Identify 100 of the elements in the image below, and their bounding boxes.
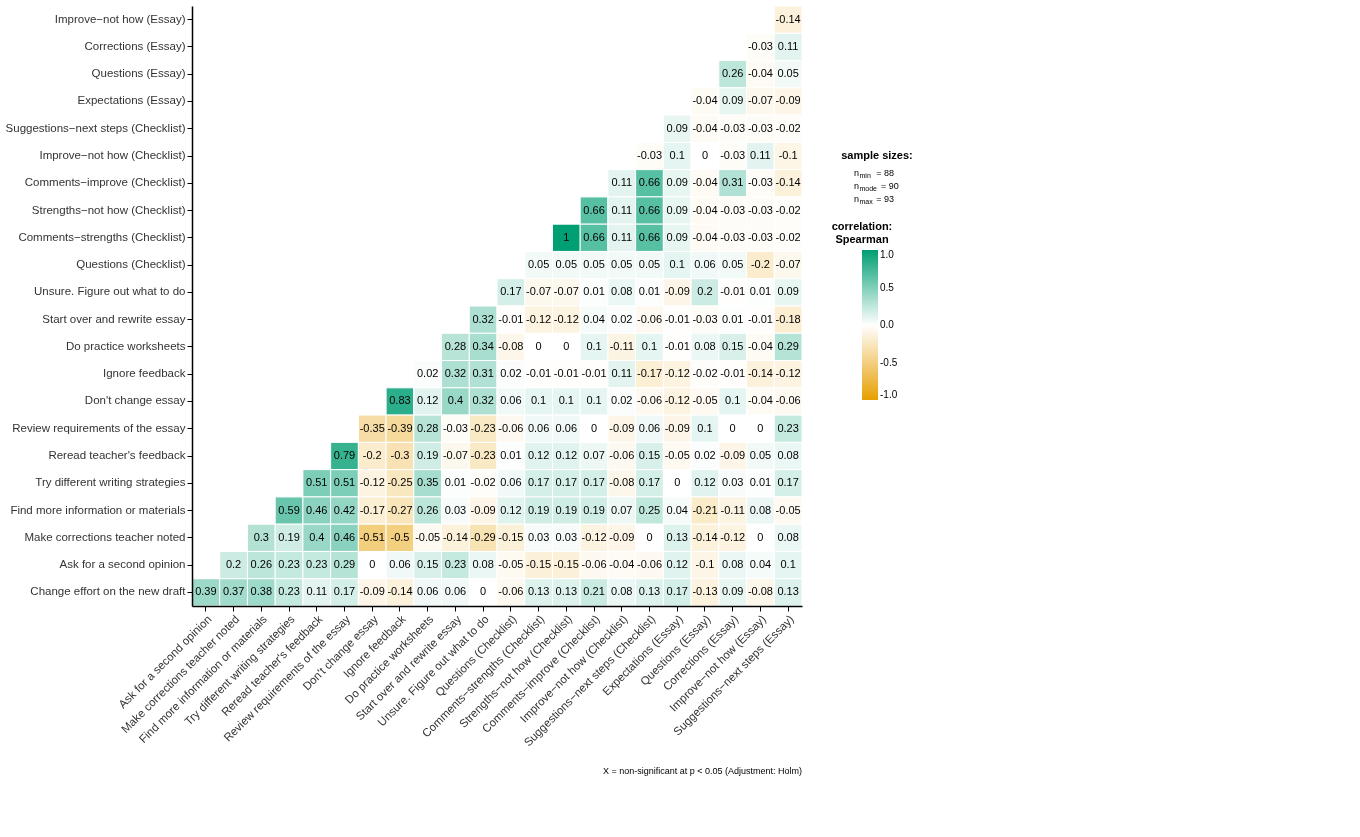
data-label: 0.12 xyxy=(500,503,522,516)
data-label: 0.01 xyxy=(749,285,772,298)
legend-title: correlation: Spearman xyxy=(831,220,893,245)
y-tick-label: Start over and rewrite essay xyxy=(42,312,186,325)
data-label: -0.14 xyxy=(692,530,718,543)
data-label: -0.03 xyxy=(720,203,746,216)
data-label: -0.06 xyxy=(636,394,663,407)
data-label: 0.2 xyxy=(697,285,713,298)
y-tick-label: Questions (Checklist) xyxy=(76,258,186,271)
data-label: 0.11 xyxy=(611,176,633,189)
data-label: 0.04 xyxy=(749,558,772,571)
data-label: -0.09 xyxy=(664,421,690,434)
data-label: -0.25 xyxy=(387,476,413,489)
data-label: 0.3 xyxy=(253,530,269,543)
data-label: -0.04 xyxy=(692,203,718,216)
data-label: 0.29 xyxy=(777,339,799,352)
data-label: -0.14 xyxy=(442,530,468,543)
data-label: -0.12 xyxy=(526,312,552,325)
data-label: -0.09 xyxy=(609,421,635,434)
color-bar-label: 1.0 xyxy=(880,249,895,260)
data-label: -0.09 xyxy=(664,285,690,298)
data-label: 0.19 xyxy=(416,449,439,461)
data-label: 0.19 xyxy=(527,503,550,516)
data-label: 0.06 xyxy=(694,258,716,271)
data-label: -0.03 xyxy=(720,230,746,243)
y-tick-label: Find more information or materials xyxy=(10,503,186,516)
data-label: -0.29 xyxy=(470,530,496,543)
data-label: 0.26 xyxy=(250,558,273,571)
data-label: 0.05 xyxy=(777,67,799,80)
data-label: 0.05 xyxy=(721,258,744,271)
y-tick-label: Questions (Essay) xyxy=(91,67,186,80)
data-label: -0.02 xyxy=(692,367,718,380)
y-tick-label: Strengths−not how (Checklist) xyxy=(31,203,186,216)
color-bar-label: -0.5 xyxy=(880,356,898,368)
data-label: 0.13 xyxy=(666,530,688,543)
data-label: 0.05 xyxy=(527,258,550,271)
data-label: 0.09 xyxy=(721,585,744,598)
data-label: -0.09 xyxy=(720,449,746,461)
data-label: -0.23 xyxy=(470,449,496,461)
data-label: 0.4 xyxy=(309,530,325,543)
data-label: -0.2 xyxy=(750,258,770,271)
data-label: 0.42 xyxy=(333,503,356,516)
y-tick-label: Comments−strengths (Checklist) xyxy=(18,230,186,243)
data-label: 0.01 xyxy=(583,285,605,298)
data-label: -0.03 xyxy=(636,149,663,161)
data-label: 0.09 xyxy=(666,203,688,216)
data-label: 0.08 xyxy=(749,503,772,516)
data-label: -0.51 xyxy=(359,530,385,543)
data-label: 0.11 xyxy=(611,367,633,380)
data-label: 0.11 xyxy=(611,203,633,216)
data-label: 0.04 xyxy=(583,312,605,325)
data-label: -0.15 xyxy=(553,558,579,571)
data-label: -0.3 xyxy=(390,449,410,461)
data-label: 0 xyxy=(369,558,376,571)
data-label: 0.51 xyxy=(333,476,356,489)
data-label: -0.06 xyxy=(581,558,607,571)
data-label: -0.03 xyxy=(747,203,773,216)
data-label: 0.46 xyxy=(306,503,328,516)
data-label: 0.32 xyxy=(472,312,494,325)
data-label: -0.07 xyxy=(553,285,579,298)
y-tick-label: Suggestions−next steps (Checklist) xyxy=(5,121,186,134)
data-label: -0.03 xyxy=(720,121,746,134)
data-label: 0 xyxy=(480,585,487,598)
data-label: -0.12 xyxy=(664,394,690,407)
data-label: 1 xyxy=(563,230,570,243)
data-label: 0.01 xyxy=(638,285,661,298)
data-label: 0.03 xyxy=(721,476,744,489)
data-label: -0.27 xyxy=(387,503,413,516)
data-label: 0.13 xyxy=(527,585,550,598)
data-label: 0.19 xyxy=(583,503,605,516)
data-label: 0.17 xyxy=(777,476,799,489)
data-label: 0.05 xyxy=(555,258,578,271)
data-label: 0.66 xyxy=(583,203,605,216)
y-tick-label: Improve−not how (Essay) xyxy=(54,12,186,25)
data-label: 0.17 xyxy=(583,476,605,489)
data-label: 0.12 xyxy=(666,558,688,571)
data-label: 0.66 xyxy=(638,203,661,216)
data-label: 0.1 xyxy=(530,394,547,407)
data-label: -0.11 xyxy=(720,503,745,516)
data-label: -0.08 xyxy=(498,339,524,352)
data-label: 0.1 xyxy=(558,394,574,407)
data-label: 0.26 xyxy=(416,503,439,516)
data-label: -0.01 xyxy=(664,312,690,325)
data-label: 0.06 xyxy=(638,421,661,434)
y-tick-label: Improve−not how (Checklist) xyxy=(39,149,186,161)
data-label: 0.09 xyxy=(666,121,688,134)
data-label: -0.09 xyxy=(775,94,801,107)
data-label: -0.01 xyxy=(664,339,690,352)
data-label: -0.04 xyxy=(609,558,635,571)
data-label: 0.1 xyxy=(586,394,602,407)
data-label: -0.02 xyxy=(775,203,801,216)
data-label: 0 xyxy=(729,421,736,434)
y-tick-label: Reread teacher's feedback xyxy=(48,449,186,461)
data-label: 0.1 xyxy=(669,258,685,271)
data-label: -0.14 xyxy=(775,12,801,25)
data-label: 0.17 xyxy=(638,476,661,489)
color-bar-label: 0.0 xyxy=(880,319,895,330)
data-label: 0.08 xyxy=(472,558,494,571)
data-label: 0.79 xyxy=(333,449,356,461)
data-label: 0.19 xyxy=(555,503,578,516)
